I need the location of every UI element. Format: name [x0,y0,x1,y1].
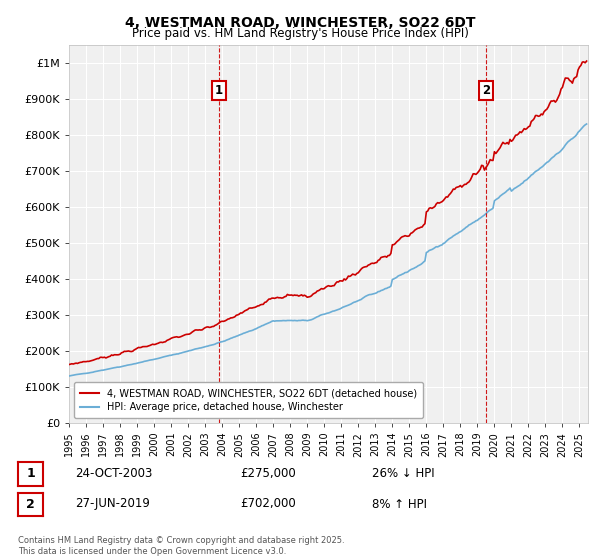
Text: £275,000: £275,000 [240,466,296,480]
Text: 26% ↓ HPI: 26% ↓ HPI [372,466,434,480]
Text: 1: 1 [215,83,223,97]
Text: Contains HM Land Registry data © Crown copyright and database right 2025.
This d: Contains HM Land Registry data © Crown c… [18,536,344,556]
Text: 2: 2 [26,498,35,511]
Text: 8% ↑ HPI: 8% ↑ HPI [372,497,427,511]
Text: 4, WESTMAN ROAD, WINCHESTER, SO22 6DT: 4, WESTMAN ROAD, WINCHESTER, SO22 6DT [125,16,475,30]
Text: Price paid vs. HM Land Registry's House Price Index (HPI): Price paid vs. HM Land Registry's House … [131,27,469,40]
Text: 27-JUN-2019: 27-JUN-2019 [75,497,150,511]
Text: 24-OCT-2003: 24-OCT-2003 [75,466,152,480]
Text: 1: 1 [26,467,35,480]
Text: £702,000: £702,000 [240,497,296,511]
Text: 2: 2 [482,83,490,97]
Legend: 4, WESTMAN ROAD, WINCHESTER, SO22 6DT (detached house), HPI: Average price, deta: 4, WESTMAN ROAD, WINCHESTER, SO22 6DT (d… [74,382,423,418]
